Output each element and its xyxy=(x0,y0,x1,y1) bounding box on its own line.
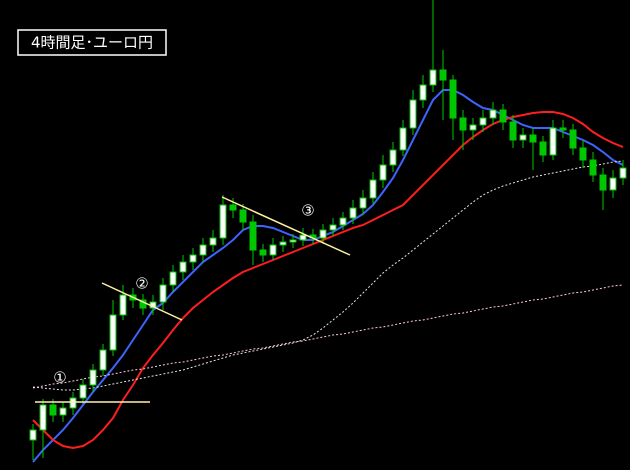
candle-body xyxy=(349,207,357,219)
candle-body xyxy=(329,224,337,231)
moving-average xyxy=(32,89,624,463)
candle-body xyxy=(439,69,447,81)
candle-body xyxy=(499,109,507,123)
candle-body xyxy=(609,177,617,191)
candle-body xyxy=(99,349,107,371)
candle-body xyxy=(39,404,47,431)
candle-body xyxy=(319,229,327,239)
candle-body xyxy=(449,79,457,119)
candle-body xyxy=(279,241,287,246)
candle-body xyxy=(599,174,607,191)
candle-body xyxy=(429,69,437,86)
candle-body xyxy=(479,117,487,126)
candle-body xyxy=(239,209,247,223)
candle-body xyxy=(399,127,407,151)
candle-body xyxy=(519,134,527,141)
candle-body xyxy=(169,271,177,286)
trend-line xyxy=(101,282,183,321)
candle-body xyxy=(359,197,367,209)
annotation: ③ xyxy=(301,202,314,220)
candle-body xyxy=(579,147,587,161)
candle-body xyxy=(219,204,227,239)
candle-body xyxy=(119,294,127,316)
candle-layer xyxy=(29,0,627,460)
candle-body xyxy=(229,204,237,211)
candle-body xyxy=(539,141,547,156)
candle-body xyxy=(509,121,517,141)
candle-body xyxy=(369,179,377,199)
moving-average xyxy=(32,111,624,450)
candle-body xyxy=(159,284,167,303)
candle-body xyxy=(419,84,427,101)
annotation: ② xyxy=(135,275,148,293)
candle-body xyxy=(209,237,217,246)
candle-body xyxy=(249,221,257,251)
trend-line xyxy=(221,196,351,256)
candle-body xyxy=(409,99,417,129)
candle-body xyxy=(389,149,397,166)
candle-body xyxy=(589,159,597,176)
candle-body xyxy=(79,384,87,399)
candle-body xyxy=(569,129,577,149)
candle-body xyxy=(619,167,627,179)
candle-body xyxy=(89,369,97,386)
candle-body xyxy=(189,254,197,263)
chart-title: 4時間足･ユーロ円 xyxy=(31,34,153,52)
candle-body xyxy=(559,127,567,131)
candle-body xyxy=(289,239,297,243)
candle-body xyxy=(179,261,187,273)
candle-body xyxy=(109,314,117,351)
candle-body xyxy=(49,404,57,416)
candle-body xyxy=(379,164,387,181)
candle-body xyxy=(299,234,307,241)
candle-body xyxy=(459,117,467,131)
candle-body xyxy=(529,134,537,143)
candle-body xyxy=(29,429,37,441)
candle-body xyxy=(69,397,77,409)
candle-body xyxy=(199,244,207,256)
candle-body xyxy=(259,249,267,256)
annotation: ① xyxy=(53,369,66,387)
moving-average-long xyxy=(32,160,624,391)
candle-body xyxy=(339,217,347,226)
candle-body xyxy=(549,127,557,156)
candle-body xyxy=(269,244,277,256)
title-box xyxy=(17,29,167,56)
indicator-layer xyxy=(32,89,624,463)
candle-body xyxy=(59,407,67,416)
candle-body xyxy=(469,124,477,131)
candle-body xyxy=(489,109,497,119)
